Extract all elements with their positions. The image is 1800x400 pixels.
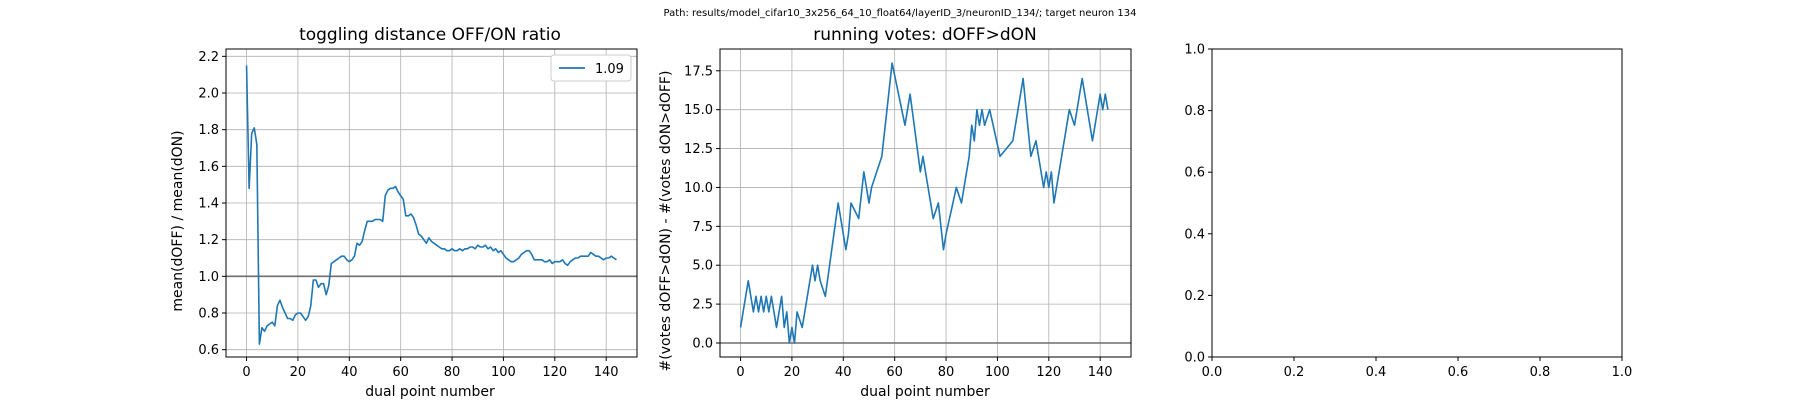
x-axis-label-votes: dual point number <box>860 384 990 400</box>
y-tick-label-ratio-5: 1.6 <box>198 160 219 175</box>
x-tick-label-empty-1: 0.2 <box>1284 365 1305 380</box>
x-tick-label-ratio-7: 140 <box>594 365 619 380</box>
x-tick-label-empty-3: 0.6 <box>1448 365 1469 380</box>
y-tick-label-empty-4: 0.8 <box>1184 104 1205 119</box>
x-tick-label-ratio-6: 120 <box>542 365 567 380</box>
series-line-ratio-0 <box>245 65 617 345</box>
y-tick-label-ratio-4: 1.4 <box>198 197 219 212</box>
y-tick-label-ratio-8: 2.2 <box>198 50 219 65</box>
chart-title-votes: running votes: dOFF>dON <box>813 25 1036 45</box>
y-tick-label-ratio-6: 1.8 <box>198 123 219 138</box>
y-tick-label-votes-7: 17.5 <box>684 64 713 79</box>
x-tick-label-empty-5: 1.0 <box>1612 365 1633 380</box>
y-tick-label-votes-6: 15.0 <box>684 103 713 118</box>
y-tick-label-ratio-7: 2.0 <box>198 87 219 102</box>
figure-suptitle: Path: results/model_cifar10_3x256_64_10_… <box>664 8 1137 19</box>
x-tick-label-ratio-2: 40 <box>341 365 358 380</box>
x-tick-label-votes-2: 40 <box>835 365 852 380</box>
y-tick-label-ratio-1: 0.8 <box>198 307 219 322</box>
x-tick-label-votes-5: 100 <box>985 365 1010 380</box>
y-tick-label-ratio-2: 1.0 <box>198 270 219 285</box>
y-tick-label-ratio-3: 1.2 <box>198 233 219 248</box>
axes-frame-votes <box>719 48 1132 358</box>
x-tick-label-votes-7: 140 <box>1088 365 1113 380</box>
legend-box-ratio <box>550 54 632 82</box>
x-tick-label-ratio-0: 0 <box>242 365 250 380</box>
x-tick-label-votes-0: 0 <box>736 365 744 380</box>
y-tick-label-votes-1: 2.5 <box>692 298 713 313</box>
y-tick-label-ratio-0: 0.6 <box>198 343 219 358</box>
x-tick-label-votes-1: 20 <box>784 365 801 380</box>
x-tick-label-ratio-3: 60 <box>392 365 409 380</box>
y-tick-label-votes-5: 12.5 <box>684 142 713 157</box>
x-tick-label-empty-4: 0.8 <box>1530 365 1551 380</box>
chart-panel-ratio: toggling distance OFF/ON ratio dual poin… <box>170 25 638 400</box>
chart-panel-votes: running votes: dOFF>dON dual point numbe… <box>658 25 1132 400</box>
x-tick-label-votes-4: 80 <box>938 365 955 380</box>
x-tick-label-empty-2: 0.4 <box>1366 365 1387 380</box>
y-tick-label-empty-1: 0.2 <box>1184 289 1205 304</box>
y-tick-label-empty-2: 0.4 <box>1184 227 1205 242</box>
x-tick-label-votes-3: 60 <box>886 365 903 380</box>
chart-panel-empty: 0.0 0.2 0.4 0.6 0.8 1.0 0.0 0.2 0.4 0.6 0.8 1.0 <box>1184 43 1632 381</box>
x-tick-label-ratio-4: 80 <box>444 365 461 380</box>
y-tick-label-empty-0: 0.0 <box>1184 351 1205 366</box>
y-tick-label-empty-3: 0.6 <box>1184 166 1205 181</box>
y-tick-label-votes-4: 10.0 <box>684 181 713 196</box>
x-axis-label-ratio: dual point number <box>365 384 495 400</box>
y-tick-label-votes-3: 7.5 <box>692 220 713 235</box>
x-tick-label-ratio-5: 100 <box>491 365 516 380</box>
x-tick-label-ratio-1: 20 <box>290 365 307 380</box>
legend-label-ratio: 1.09 <box>595 62 624 77</box>
y-tick-label-votes-2: 5.0 <box>692 259 713 274</box>
y-tick-label-votes-0: 0.0 <box>692 337 713 352</box>
y-axis-label-votes: #(votes dOFF>dON) - #(votes dON>dOFF) <box>658 71 674 372</box>
series-line-votes-0 <box>739 62 1109 344</box>
axes-frame-empty <box>1211 48 1623 358</box>
x-tick-label-empty-0: 0.0 <box>1202 365 1223 380</box>
y-tick-label-empty-5: 1.0 <box>1184 43 1205 58</box>
x-tick-label-votes-6: 120 <box>1036 365 1061 380</box>
y-axis-label-ratio: mean(dOFF) / mean(dON) <box>170 130 186 311</box>
chart-title-ratio: toggling distance OFF/ON ratio <box>299 25 561 45</box>
